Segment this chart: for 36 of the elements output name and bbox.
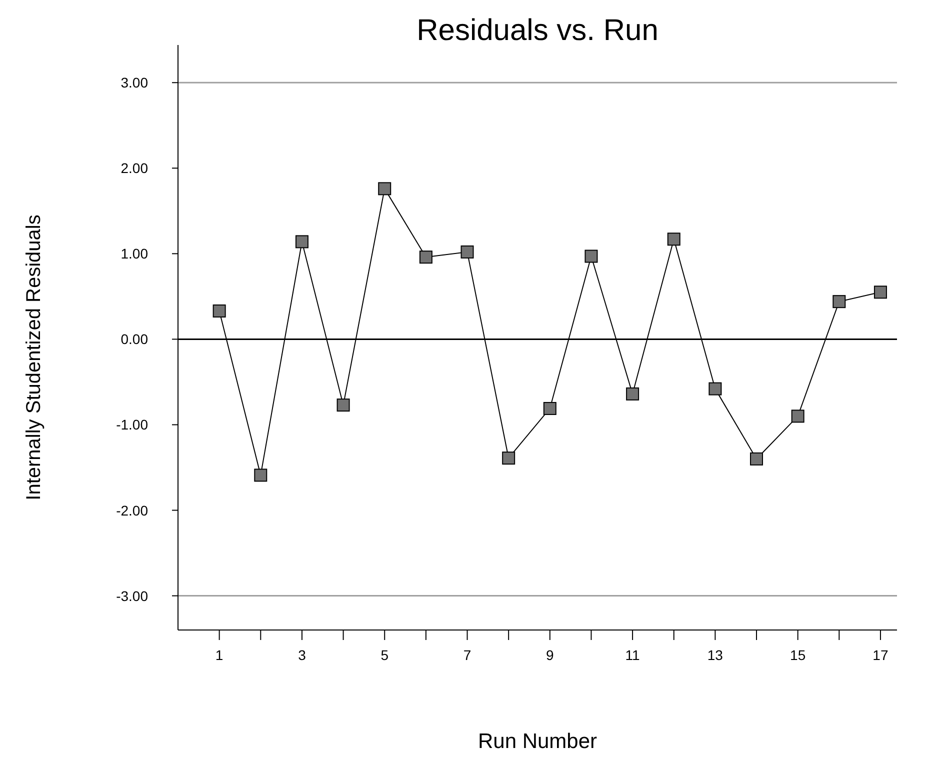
point	[254, 468, 268, 482]
point	[626, 387, 640, 400]
point	[584, 250, 598, 263]
point	[212, 304, 226, 318]
y-tick-label: 1.00	[120, 246, 148, 262]
chart-title: Residuals vs. Run	[416, 14, 658, 47]
point	[336, 398, 350, 412]
x-tick-label: 7	[463, 647, 472, 663]
y-tick-label: 3.00	[120, 74, 148, 91]
x-tick-label: 5	[380, 647, 389, 663]
point	[502, 452, 516, 465]
point	[750, 452, 764, 466]
x-tick-label: 1	[215, 647, 224, 663]
y-axis-title: Internally Studentized Residuals	[23, 214, 45, 500]
y-tick-label: -1.00	[116, 416, 148, 433]
point	[667, 232, 680, 246]
y-tick-label: 2.00	[120, 160, 148, 176]
point	[708, 382, 722, 396]
point	[419, 250, 432, 264]
x-tick-label: 3	[298, 647, 306, 663]
y-tick-label: -2.00	[116, 502, 148, 518]
x-tick-label: 17	[872, 647, 888, 663]
x-axis-title: Run Number	[478, 730, 598, 753]
x-tick-label: 13	[707, 647, 724, 663]
point	[543, 402, 556, 415]
y-tick-label: 0.00	[120, 331, 148, 348]
point	[832, 295, 846, 308]
point	[874, 286, 887, 299]
point	[378, 182, 392, 196]
x-tick-label: 9	[546, 647, 554, 663]
y-tick-label: -3.00	[116, 588, 148, 604]
x-tick-label: 11	[625, 647, 640, 663]
point	[791, 410, 804, 423]
point	[295, 235, 308, 248]
point	[460, 245, 474, 258]
x-tick-label: 15	[790, 647, 806, 663]
